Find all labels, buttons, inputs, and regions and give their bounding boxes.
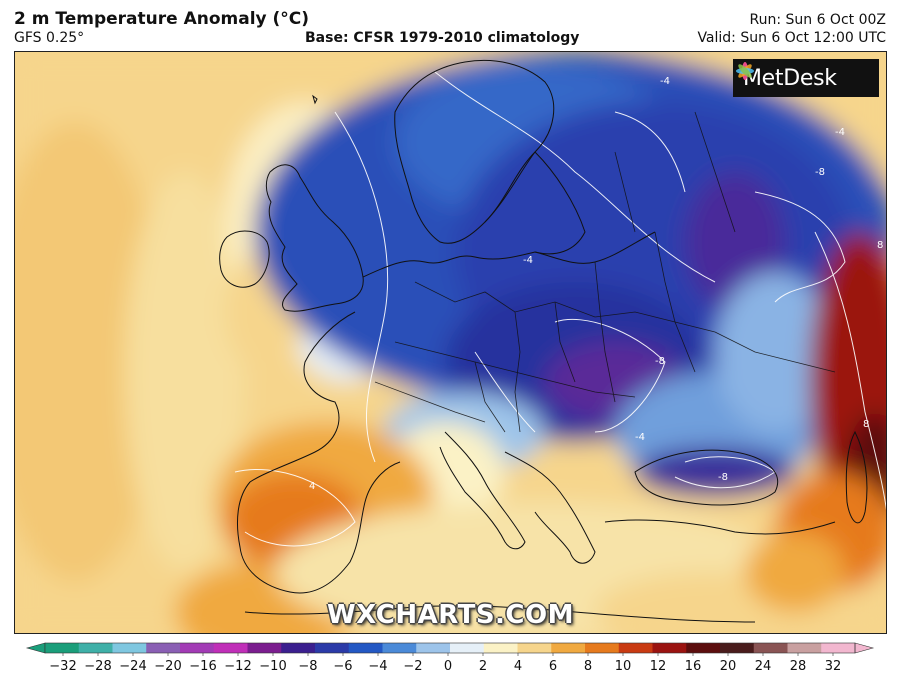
temperature-anomaly-map: -4 -4 -8 -4 -8 -8 4 8 8 -4 MetDesk WXCHA… bbox=[14, 51, 887, 634]
colorbar-frame bbox=[44, 642, 856, 654]
colorbar-left-arrow bbox=[25, 642, 46, 654]
colorbar-tick-label: 0 bbox=[444, 659, 452, 674]
wxcharts-watermark: WXCHARTS.COM bbox=[326, 600, 574, 630]
coastlines bbox=[219, 59, 868, 623]
climatology-base-label: Base: CFSR 1979-2010 climatology bbox=[305, 30, 580, 46]
colorbar-tick-label: 16 bbox=[685, 659, 702, 674]
colorbar-segment bbox=[686, 643, 721, 653]
colorbar-segment bbox=[112, 643, 147, 653]
contour-label: -4 bbox=[635, 432, 645, 443]
colorbar-segment bbox=[348, 643, 383, 653]
colorbar-segment bbox=[416, 643, 451, 653]
colorbar-right-arrow bbox=[854, 642, 875, 654]
colorbar-tick-label: −24 bbox=[119, 659, 146, 674]
colorbar-segment bbox=[787, 643, 822, 653]
model-label: GFS 0.25° bbox=[14, 30, 85, 46]
colorbar-segment bbox=[146, 643, 181, 653]
anomaly-field bbox=[15, 52, 886, 633]
colorbar-segment bbox=[551, 643, 586, 653]
colorbar-tick-label: −28 bbox=[84, 659, 111, 674]
colorbar-segment bbox=[247, 643, 282, 653]
colorbar-segments bbox=[25, 642, 875, 654]
colorbar-segment bbox=[821, 643, 856, 653]
colorbar-segment bbox=[213, 643, 248, 653]
colorbar-segment bbox=[315, 643, 350, 653]
colorbar-segment bbox=[78, 643, 113, 653]
colorbar-tick-label: −10 bbox=[259, 659, 286, 674]
contour-label: -4 bbox=[835, 127, 845, 138]
colorbar-tick-label: 10 bbox=[615, 659, 632, 674]
country-borders bbox=[374, 111, 836, 433]
metdesk-logo-text: MetDesk bbox=[743, 65, 837, 91]
colorbar-segment bbox=[180, 643, 215, 653]
colorbar-tick-label: 12 bbox=[650, 659, 667, 674]
colorbar-tick-label: −12 bbox=[224, 659, 251, 674]
colorbar-segment bbox=[517, 643, 552, 653]
contour-label: 8 bbox=[877, 240, 883, 251]
metdesk-flower-icon bbox=[736, 62, 754, 80]
colorbar: −32 −28 −24 −20 −16 −12 −10 −8 −6 −4 −2 0 2 4 6 8 10 12 16… bbox=[25, 642, 875, 674]
colorbar-tick-label: 24 bbox=[755, 659, 772, 674]
map-canvas: -4 -4 -8 -4 -8 -8 4 8 8 -4 bbox=[15, 52, 886, 633]
contour-label: -8 bbox=[655, 356, 665, 367]
colorbar-tick-label: 6 bbox=[549, 659, 557, 674]
contour-label: 8 bbox=[863, 419, 869, 430]
colorbar-tick-label: −6 bbox=[333, 659, 352, 674]
colorbar-segment bbox=[281, 643, 316, 653]
contour-label: -4 bbox=[660, 76, 670, 87]
colorbar-tick-label: 28 bbox=[790, 659, 807, 674]
colorbar-tick-label: 32 bbox=[825, 659, 842, 674]
colorbar-tick-label: 8 bbox=[584, 659, 592, 674]
colorbar-tick-label: −2 bbox=[403, 659, 422, 674]
colorbar-segment bbox=[618, 643, 653, 653]
colorbar-segment bbox=[382, 643, 417, 653]
colorbar-segment bbox=[483, 643, 518, 653]
colorbar-tick-label: −4 bbox=[368, 659, 387, 674]
colorbar-segment bbox=[652, 643, 687, 653]
colorbar-tick-label: 2 bbox=[479, 659, 487, 674]
anomaly-contours bbox=[234, 71, 886, 547]
colorbar-segment bbox=[450, 643, 485, 653]
colorbar-tick-label: −8 bbox=[298, 659, 317, 674]
chart-title: 2 m Temperature Anomaly (°C) bbox=[14, 9, 310, 29]
colorbar-segment bbox=[720, 643, 755, 653]
colorbar-tick-label: −20 bbox=[154, 659, 181, 674]
colorbar-tick-label: −32 bbox=[49, 659, 76, 674]
colorbar-segment bbox=[585, 643, 620, 653]
metdesk-logo: MetDesk bbox=[733, 59, 879, 97]
valid-time-label: Valid: Sun 6 Oct 12:00 UTC bbox=[697, 30, 886, 46]
contour-label: -8 bbox=[815, 167, 825, 178]
run-time-label: Run: Sun 6 Oct 00Z bbox=[749, 12, 886, 28]
colorbar-tick-label: 20 bbox=[720, 659, 737, 674]
colorbar-segment bbox=[753, 643, 788, 653]
contour-label: 4 bbox=[309, 481, 315, 492]
contour-label: -4 bbox=[523, 255, 533, 266]
contour-label: -8 bbox=[718, 472, 728, 483]
colorbar-segment bbox=[45, 643, 80, 653]
colorbar-tick-label: −16 bbox=[189, 659, 216, 674]
contour-label-group: -4 -4 -8 -4 -8 -8 4 8 8 -4 bbox=[309, 76, 883, 492]
colorbar-tick-label: 4 bbox=[514, 659, 522, 674]
colorbar-ticks: −32 −28 −24 −20 −16 −12 −10 −8 −6 −4 −2 0 2 4 6 8 10 12 16… bbox=[49, 653, 841, 674]
